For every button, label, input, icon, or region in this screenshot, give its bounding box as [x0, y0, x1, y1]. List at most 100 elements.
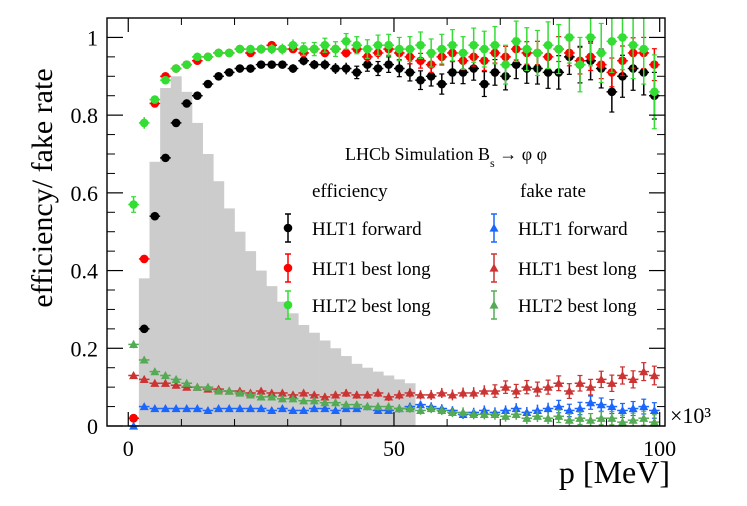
data-point — [193, 52, 202, 62]
data-point — [447, 407, 457, 416]
data-point — [575, 404, 585, 413]
histogram-bin — [308, 332, 320, 426]
data-point — [320, 48, 330, 58]
legend-label: HLT2 best long — [518, 296, 637, 317]
data-point — [331, 398, 341, 407]
data-point — [363, 60, 372, 69]
data-point — [129, 200, 138, 209]
data-point — [617, 370, 627, 380]
data-point — [416, 40, 425, 50]
x-axis-multiplier: ×10³ — [670, 403, 711, 428]
data-point — [650, 87, 659, 97]
x-tick-label: 50 — [383, 436, 405, 461]
data-point — [458, 388, 468, 397]
data-point — [362, 390, 372, 399]
data-point — [267, 392, 277, 401]
data-point — [224, 404, 234, 413]
data-point — [448, 40, 457, 50]
data-point — [203, 382, 213, 391]
x-tick-label: 0 — [123, 436, 134, 461]
data-point — [501, 411, 511, 420]
data-point — [309, 390, 319, 399]
histogram-bin — [330, 348, 342, 426]
data-point — [469, 409, 479, 418]
data-point — [139, 118, 149, 128]
data-point — [320, 404, 330, 413]
data-point — [426, 71, 436, 81]
data-point — [607, 378, 617, 387]
histogram-bin — [255, 270, 267, 426]
data-point — [309, 60, 319, 69]
data-point — [543, 40, 553, 50]
histogram-bin — [170, 76, 182, 427]
x-tick-label: 100 — [643, 436, 676, 461]
data-point — [299, 56, 308, 66]
data-point — [607, 87, 617, 97]
data-point — [341, 400, 351, 409]
data-point — [320, 60, 330, 69]
data-point — [628, 415, 638, 424]
axis-ticks: 0 50 100 0 0.2 0.4 0.6 0.8 1 — [71, 18, 676, 461]
data-point — [384, 402, 394, 411]
legend-entry: HLT2 best long — [283, 290, 431, 320]
data-point — [416, 400, 426, 409]
legend-entry: HLT2 best long — [489, 290, 637, 320]
data-point — [150, 95, 160, 104]
legend-marker — [283, 300, 293, 310]
data-point — [554, 411, 564, 420]
y-tick-label: 0.4 — [71, 259, 99, 284]
data-point — [362, 402, 372, 411]
data-point — [511, 60, 521, 69]
data-point — [341, 37, 351, 46]
data-point — [246, 44, 255, 54]
data-point — [267, 60, 277, 69]
data-point — [490, 386, 500, 395]
data-point — [469, 40, 478, 50]
data-point — [511, 37, 521, 46]
data-point — [649, 370, 659, 380]
data-point — [256, 60, 266, 69]
data-point — [617, 417, 627, 426]
data-point — [256, 44, 266, 54]
data-point — [586, 382, 596, 391]
data-point — [203, 52, 213, 62]
data-point — [139, 374, 149, 383]
legend-marker — [489, 263, 499, 272]
data-point — [458, 48, 468, 58]
data-point — [384, 60, 393, 69]
data-point — [129, 413, 138, 423]
data-point — [267, 405, 277, 415]
data-point — [171, 118, 181, 128]
data-point — [299, 44, 308, 54]
legend: efficiency fake rate HLT1 forward HLT1 be… — [283, 181, 637, 320]
data-point — [256, 404, 266, 413]
data-point — [649, 417, 659, 426]
data-point — [490, 40, 500, 50]
data-point — [628, 374, 638, 383]
data-point — [596, 374, 606, 383]
histogram-bin — [223, 208, 235, 426]
data-point — [139, 254, 149, 264]
data-point — [182, 404, 192, 413]
data-point — [596, 400, 606, 409]
data-point — [394, 44, 404, 54]
data-series — [128, 17, 660, 430]
data-point — [363, 44, 372, 54]
x-axis-title: p [MeV] — [559, 454, 670, 490]
data-point — [501, 405, 511, 415]
data-point — [373, 388, 383, 397]
histogram-bin — [202, 154, 214, 426]
data-point — [309, 396, 319, 405]
data-point — [277, 394, 287, 403]
data-point — [235, 44, 245, 54]
data-point — [150, 404, 160, 413]
data-point — [139, 324, 149, 334]
data-point — [447, 390, 457, 399]
data-point — [192, 382, 202, 391]
data-point — [437, 79, 447, 89]
histogram-bin — [319, 340, 331, 426]
data-point — [352, 400, 362, 409]
data-point — [639, 402, 649, 411]
histogram-bin — [393, 379, 405, 426]
data-point — [214, 404, 224, 413]
